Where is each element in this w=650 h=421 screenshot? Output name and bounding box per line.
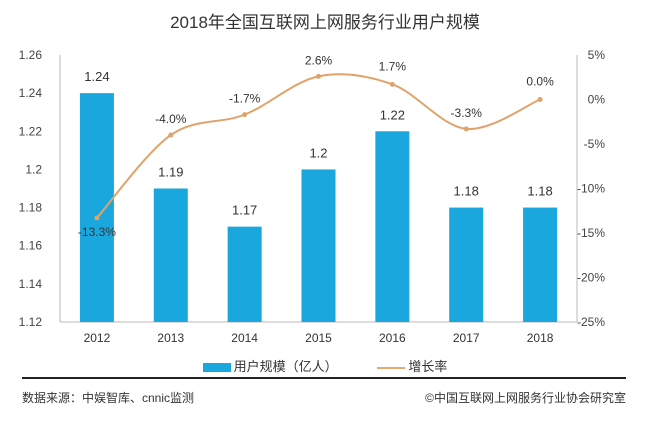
growth-point	[463, 126, 469, 132]
legend-swatch-line	[377, 366, 406, 369]
bar-label: 1.2	[309, 145, 327, 160]
footer-divider	[22, 377, 626, 379]
right-tick-label: -25%	[577, 315, 605, 329]
left-tick-label: 1.14	[19, 277, 43, 291]
growth-point	[94, 215, 100, 221]
right-tick-label: -5%	[584, 137, 606, 151]
legend-item-bar: 用户规模（亿人）	[202, 356, 338, 375]
growth-point	[316, 73, 321, 79]
copyright: ©中国互联网上网服务行业协会研究室	[425, 391, 626, 405]
legend: 用户规模（亿人） 增长率	[0, 356, 650, 375]
growth-label: 0.0%	[526, 75, 554, 89]
bar	[227, 226, 262, 322]
bar	[375, 131, 410, 322]
right-tick-label: -15%	[577, 226, 605, 240]
left-tick-label: 1.16	[19, 239, 43, 253]
growth-label: -3.3%	[451, 106, 483, 120]
bar-label: 1.18	[454, 184, 479, 199]
legend-item-line: 增长率	[377, 356, 447, 375]
bar-label: 1.17	[232, 203, 257, 218]
bar	[301, 169, 336, 322]
left-tick-label: 1.24	[19, 86, 43, 100]
x-tick-label: 2018	[527, 331, 554, 345]
growth-label: -13.3%	[78, 225, 116, 239]
right-tick-label: -20%	[577, 271, 605, 285]
growth-label: 2.6%	[305, 53, 333, 67]
bar-label: 1.22	[380, 107, 405, 122]
growth-point	[537, 97, 543, 102]
growth-label: 1.7%	[379, 59, 407, 73]
bar-label: 1.18	[527, 184, 552, 199]
growth-label: -4.0%	[155, 112, 187, 126]
x-tick-label: 2015	[305, 331, 332, 345]
right-tick-label: -10%	[577, 182, 605, 196]
growth-point	[168, 132, 174, 138]
bar-label: 1.19	[158, 165, 183, 180]
left-tick-label: 1.18	[19, 201, 43, 215]
bar	[153, 188, 188, 322]
legend-label-bar: 用户规模（亿人）	[233, 359, 338, 374]
bar	[449, 207, 484, 322]
growth-label: -1.7%	[229, 92, 261, 106]
left-tick-label: 1.2	[25, 162, 42, 176]
legend-swatch-bar	[202, 363, 231, 373]
legend-label-line: 增长率	[408, 359, 448, 374]
chart-title: 2018年全国互联网上网服务行业用户规模	[170, 13, 480, 32]
bar	[523, 207, 558, 322]
x-tick-label: 2012	[84, 331, 111, 345]
growth-point	[242, 112, 248, 118]
x-tick-label: 2014	[231, 331, 258, 345]
bar-label: 1.24	[84, 69, 109, 84]
growth-point	[389, 81, 395, 87]
left-tick-label: 1.22	[19, 124, 43, 138]
x-tick-label: 2017	[453, 331, 480, 345]
data-source: 数据来源：中娱智库、cnnic监测	[22, 391, 195, 405]
x-tick-label: 2016	[379, 331, 406, 345]
left-tick-label: 1.26	[19, 48, 43, 62]
bar	[79, 93, 114, 323]
x-tick-label: 2013	[157, 331, 184, 345]
right-tick-label: 5%	[588, 48, 606, 62]
right-tick-label: 0%	[588, 93, 606, 107]
left-tick-label: 1.12	[19, 315, 43, 329]
